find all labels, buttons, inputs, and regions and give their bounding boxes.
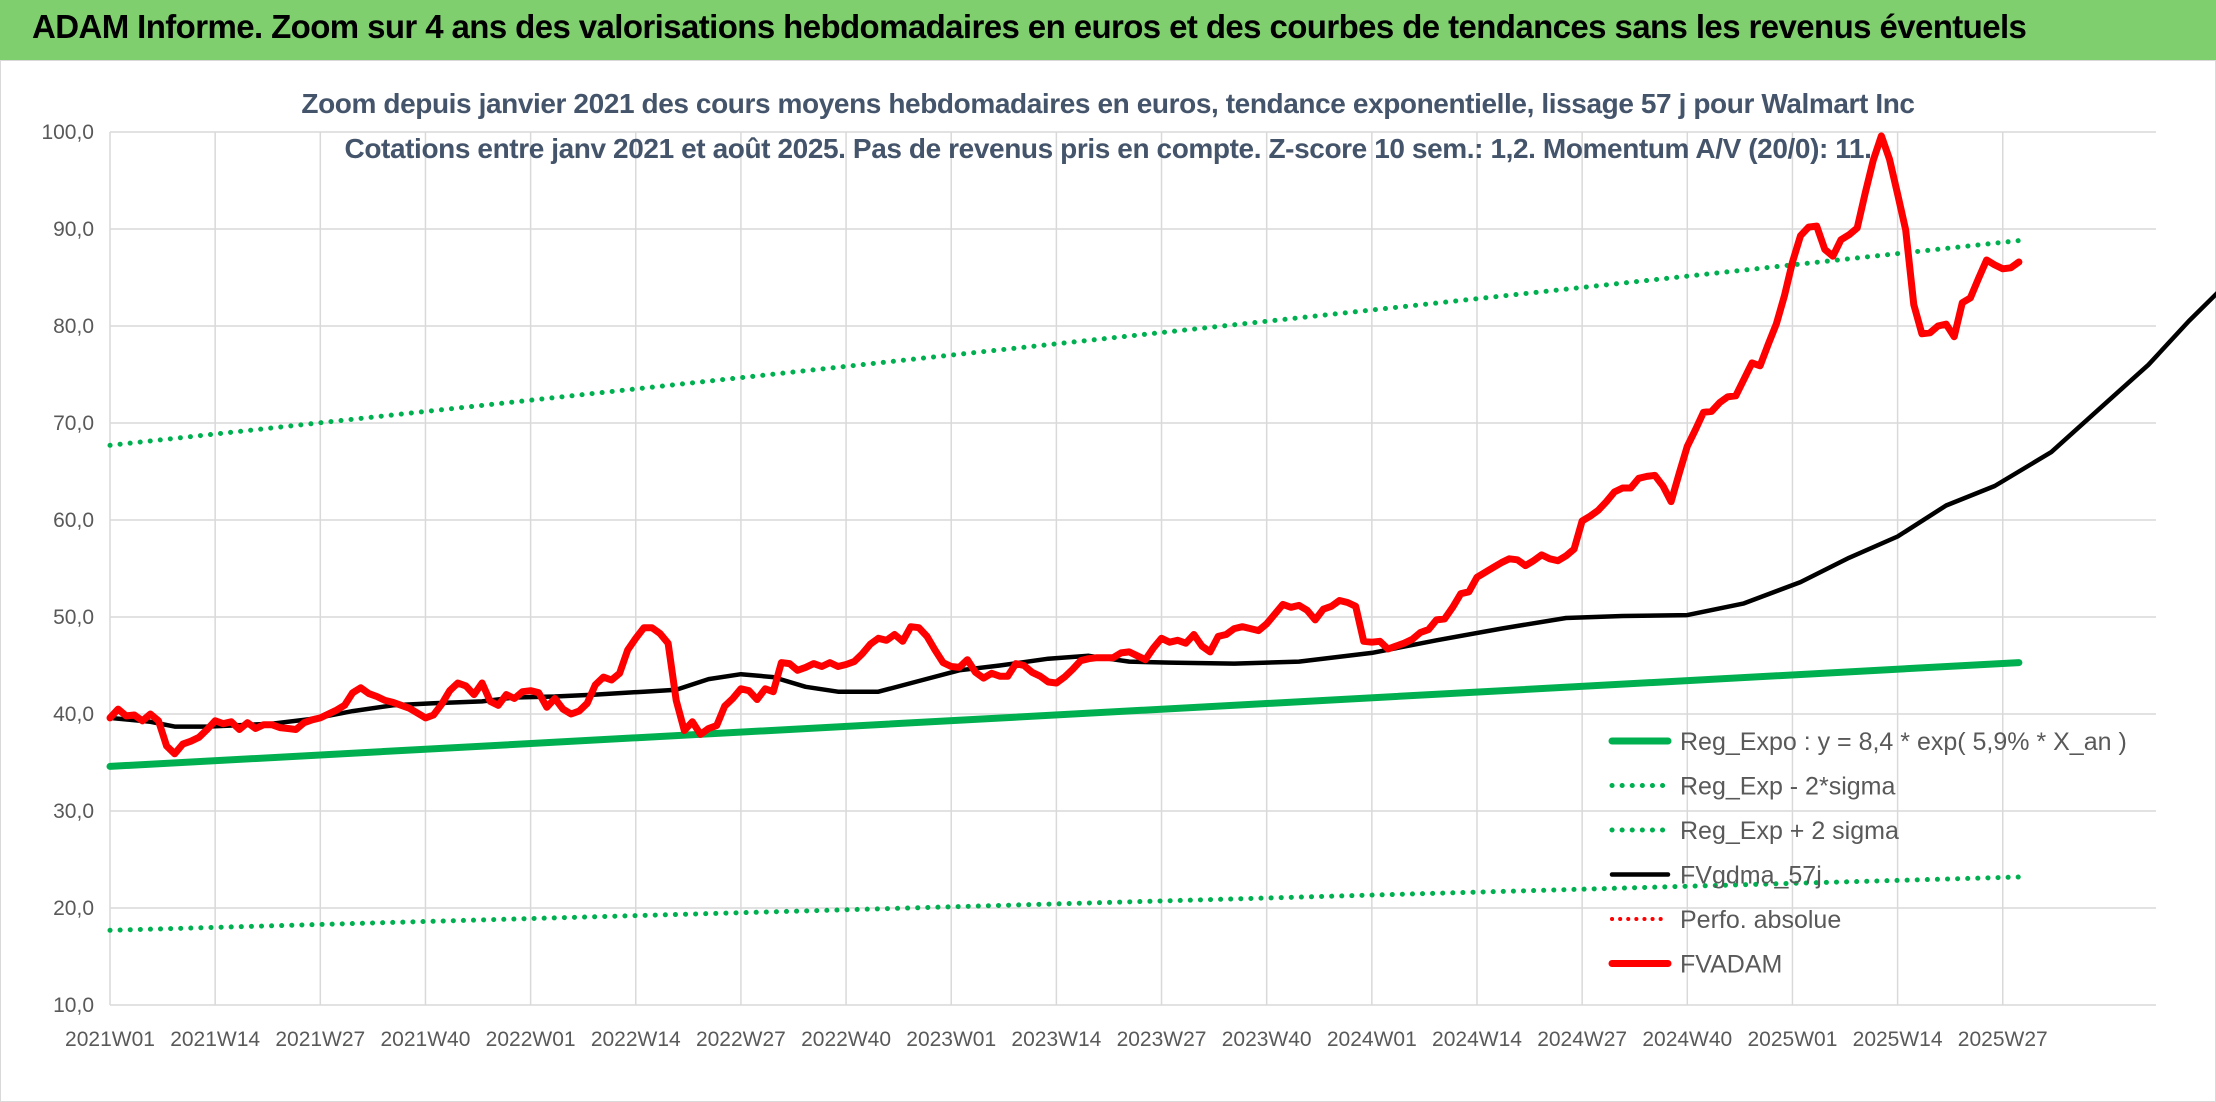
- y-tick-label: 10,0: [53, 994, 94, 1017]
- x-tick-label: 2023W01: [906, 1028, 996, 1051]
- x-tick-label: 2023W40: [1222, 1028, 1312, 1051]
- legend-fvgdma-label: FVgdma_57j: [1680, 862, 1822, 890]
- x-tick-label: 2021W27: [275, 1028, 365, 1051]
- legend-perfo-label: Perfo. absolue: [1680, 906, 1841, 934]
- x-tick-label: 2022W01: [486, 1028, 576, 1051]
- y-tick-label: 70,0: [53, 412, 94, 435]
- y-tick-label: 40,0: [53, 703, 94, 726]
- legend-reg-exp-minus-label: Reg_Exp - 2*sigma: [1680, 773, 1895, 801]
- x-tick-label: 2021W01: [65, 1028, 155, 1051]
- series-layer: [106, 132, 2216, 933]
- fvgdma-57j-line: [107, 291, 2216, 729]
- x-tick-label: 2023W27: [1117, 1028, 1207, 1051]
- y-tick-label: 80,0: [53, 315, 94, 338]
- reg-exp-plus-2sigma-line: [107, 238, 2022, 448]
- x-tick-label: 2023W14: [1011, 1028, 1101, 1051]
- reg-expo-line: [106, 659, 2023, 770]
- grid-layer: [109, 131, 2156, 1006]
- y-tick-label: 60,0: [53, 509, 94, 532]
- y-tick-label: 100,0: [41, 121, 94, 144]
- y-tick-label: 90,0: [53, 218, 94, 241]
- x-tick-label: 2024W01: [1327, 1028, 1417, 1051]
- page-title: ADAM Informe. Zoom sur 4 ans des valoris…: [32, 8, 2027, 45]
- legend-fvadam-label: FVADAM: [1680, 951, 1782, 979]
- x-tick-label: 2024W40: [1642, 1028, 1732, 1051]
- x-tick-label: 2022W14: [591, 1028, 681, 1051]
- legend-reg-expo-label: Reg_Expo : y = 8,4 * exp( 5,9% * X_an ): [1680, 728, 2127, 756]
- x-tick-label: 2022W40: [801, 1028, 891, 1051]
- chart-subtitle: Cotations entre janv 2021 et août 2025. …: [344, 133, 1872, 164]
- x-tick-label: 2025W14: [1853, 1028, 1943, 1051]
- header-bar: ADAM Informe. Zoom sur 4 ans des valoris…: [0, 0, 2216, 60]
- chart-title: Zoom depuis janvier 2021 des cours moyen…: [301, 88, 1915, 119]
- legend: Reg_Expo : y = 8,4 * exp( 5,9% * X_an ) R…: [1608, 728, 2127, 979]
- x-tick-label: 2022W27: [696, 1028, 786, 1051]
- legend-reg-exp-plus-label: Reg_Exp + 2 sigma: [1680, 817, 1899, 845]
- x-tick-label: 2025W01: [1747, 1028, 1837, 1051]
- y-tick-label: 50,0: [53, 606, 94, 629]
- x-tick-label: 2021W40: [381, 1028, 471, 1051]
- x-tick-label: 2021W14: [170, 1028, 260, 1051]
- y-tick-label: 20,0: [53, 897, 94, 920]
- x-axis-ticks: 2021W01 2021W14 2021W27 2021W40 2022W01 2022W…: [65, 1028, 2048, 1051]
- fvadam-line: [106, 132, 2023, 758]
- x-tick-label: 2024W27: [1537, 1028, 1627, 1051]
- y-tick-label: 30,0: [53, 800, 94, 823]
- x-tick-label: 2025W27: [1958, 1028, 2048, 1051]
- x-tick-label: 2024W14: [1432, 1028, 1522, 1051]
- y-axis-ticks: 10,0 20,0 30,0 40,0 50,0 60,0 70,0 80,0 90,0 100,…: [41, 121, 94, 1017]
